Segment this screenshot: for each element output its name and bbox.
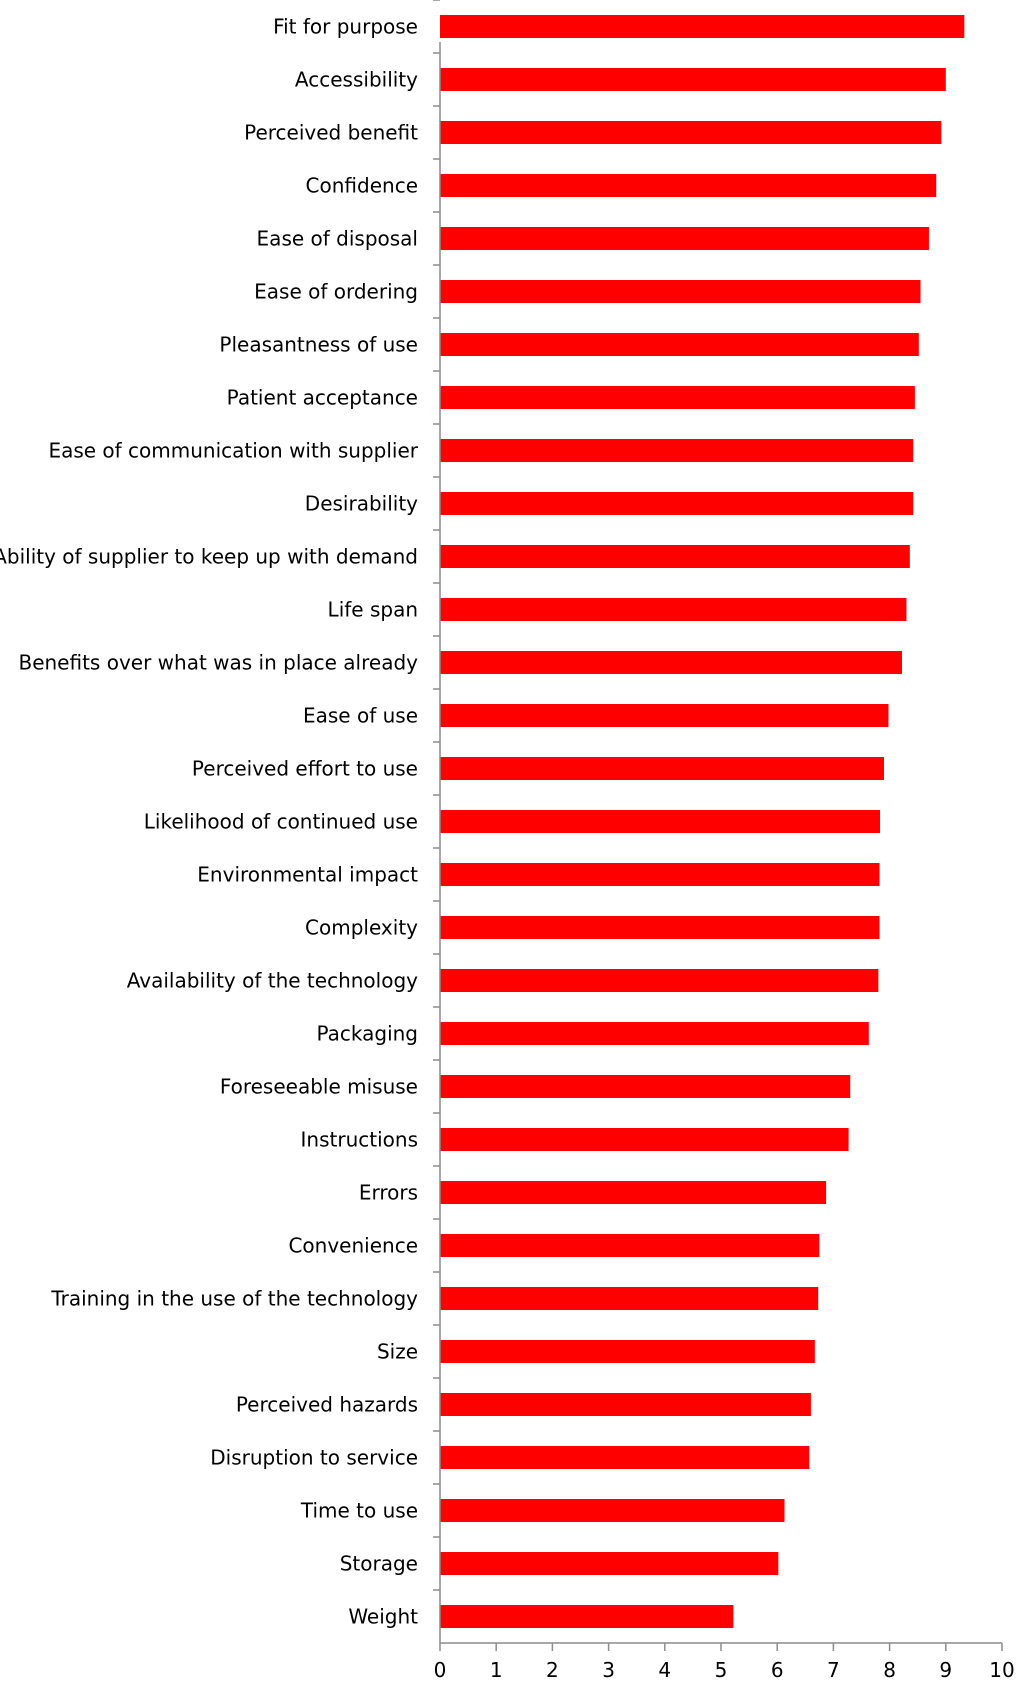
x-tick-label: 7 [827,1658,840,1682]
bar [440,1552,779,1575]
tick-labels-layer: 0 1 2 3 4 5 6 7 8 9 10 [434,1658,1015,1682]
category-label: Ability of supplier to keep up with dema… [0,545,418,569]
bar [440,15,965,38]
category-label: Likelihood of continued use [144,810,418,834]
category-label: Weight [348,1605,418,1629]
category-label: Life span [328,598,418,622]
category-label: Confidence [306,174,418,198]
bar [440,1605,734,1628]
x-tick-label: 4 [658,1658,671,1682]
bar [440,1075,851,1098]
category-label: Ease of use [303,704,418,728]
bar [440,863,880,886]
category-label: Training in the use of the technology [50,1287,418,1311]
bar [440,492,914,515]
category-label: Perceived benefit [244,121,418,145]
category-label: Ease of ordering [254,280,418,304]
bar [440,1446,810,1469]
category-label: Benefits over what was in place already [18,651,418,675]
category-label: Storage [340,1552,418,1576]
bar [440,439,914,462]
category-label: Desirability [305,492,418,516]
x-tick-label: 3 [602,1658,615,1682]
bar [440,757,884,780]
bars-layer [440,15,965,1628]
x-tick-label: 6 [771,1658,784,1682]
x-tick-label: 8 [883,1658,896,1682]
x-tick-label: 2 [546,1658,559,1682]
category-label: Packaging [316,1022,418,1046]
bar [440,333,919,356]
category-label: Errors [359,1181,418,1205]
category-label: Size [377,1340,418,1364]
bar [440,386,915,409]
category-label: Foreseeable misuse [220,1075,418,1099]
category-label: Instructions [301,1128,418,1152]
bar [440,174,937,197]
bar [440,969,879,992]
x-tick-label: 0 [434,1658,447,1682]
bar [440,598,907,621]
category-label: Pleasantness of use [219,333,418,357]
category-labels-layer: Fit for purpose Accessibility Perceived be… [0,15,419,1629]
bar [440,68,946,91]
x-tick-label: 1 [490,1658,503,1682]
bar [440,810,881,833]
x-tick-label: 10 [989,1658,1014,1682]
category-label: Perceived effort to use [192,757,418,781]
bar [440,1181,827,1204]
bar [440,1340,815,1363]
category-label: Time to use [300,1499,418,1523]
bar [440,704,889,727]
bar [440,1393,811,1416]
category-label: Perceived hazards [236,1393,418,1417]
category-label: Patient acceptance [227,386,418,410]
bar [440,1499,785,1522]
category-label: Complexity [305,916,418,940]
category-label: Disruption to service [210,1446,418,1470]
category-label: Ease of communication with supplier [48,439,418,463]
bar [440,227,929,250]
x-tick-label: 9 [939,1658,952,1682]
bar [440,916,880,939]
bar [440,280,921,303]
category-label: Convenience [288,1234,418,1258]
x-tick-label: 5 [715,1658,728,1682]
category-label: Environmental impact [197,863,418,887]
bar [440,1234,820,1257]
axis-layer [433,0,1003,1651]
bar [440,1022,869,1045]
category-label: Accessibility [295,68,418,92]
category-label: Fit for purpose [273,15,418,39]
bar [440,121,942,144]
bar [440,545,910,568]
bar [440,1128,849,1151]
bar [440,1287,819,1310]
category-label: Availability of the technology [127,969,418,993]
bar [440,651,902,674]
category-label: Ease of disposal [257,227,418,251]
